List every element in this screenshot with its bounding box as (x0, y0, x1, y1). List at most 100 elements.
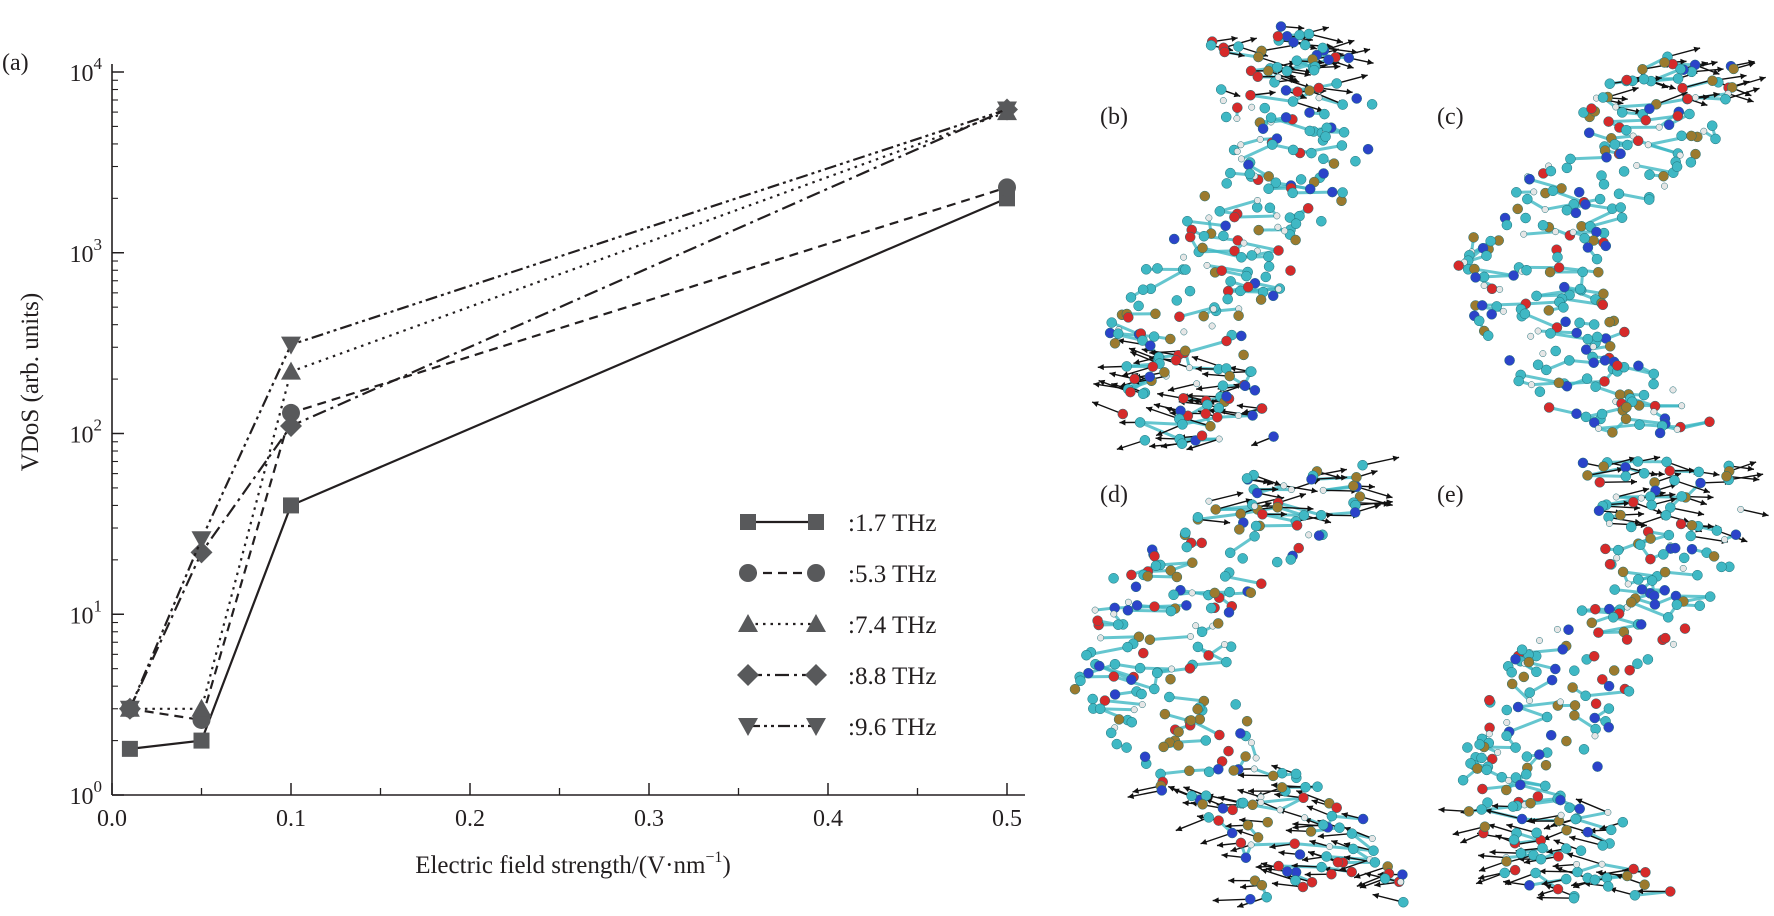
atom (1148, 362, 1158, 372)
atom (1619, 327, 1629, 337)
atom (1717, 562, 1727, 572)
atom (1232, 103, 1242, 113)
atom (1554, 263, 1564, 273)
atom (1178, 393, 1188, 403)
atom (1198, 799, 1208, 809)
atom (1159, 367, 1169, 377)
atom (1707, 121, 1717, 131)
atom (1213, 764, 1223, 774)
atom (1626, 522, 1636, 532)
atom (1358, 460, 1368, 470)
atom (1240, 381, 1250, 391)
atom (1502, 856, 1512, 866)
atom (1295, 850, 1305, 860)
atom (1180, 254, 1186, 260)
atom (1603, 881, 1613, 891)
atom (1122, 361, 1132, 371)
atom (1553, 252, 1563, 262)
atom (1182, 216, 1192, 226)
atom (1622, 402, 1632, 412)
data-point (192, 531, 212, 549)
atom (1197, 538, 1207, 548)
atom (1229, 212, 1239, 222)
atom (1616, 510, 1626, 520)
arrow-head (1133, 359, 1140, 365)
atom (1687, 520, 1697, 530)
atom (1606, 825, 1616, 835)
atom (1546, 328, 1556, 338)
atom (1397, 879, 1403, 885)
atom (1122, 743, 1132, 753)
atom (1581, 200, 1591, 210)
atom (1679, 553, 1689, 563)
atom (1614, 189, 1624, 199)
atom (1701, 128, 1707, 134)
atom (1633, 136, 1643, 146)
atom (1593, 267, 1603, 277)
atom (1680, 624, 1690, 634)
atom (1572, 328, 1582, 338)
arrow-head (1717, 67, 1723, 73)
bond (1101, 637, 1139, 638)
atom (1113, 620, 1123, 630)
atom (1639, 468, 1649, 478)
atom (1454, 261, 1464, 271)
atom (1722, 471, 1732, 481)
atom (1532, 828, 1542, 838)
atom (1534, 750, 1544, 760)
atom (1070, 684, 1080, 694)
atom (1205, 421, 1215, 431)
atom (1348, 844, 1358, 854)
atom (1363, 144, 1373, 154)
atom (1686, 131, 1696, 141)
atom (1201, 409, 1211, 419)
molecule-panel-c (1454, 47, 1766, 438)
atom (1538, 220, 1548, 230)
atom (1660, 58, 1670, 68)
arrow-head (1740, 73, 1746, 79)
atom (1502, 705, 1512, 715)
atom (1477, 753, 1487, 763)
atom (1661, 183, 1667, 189)
atom (1138, 648, 1148, 658)
y-axis-title: VDoS (arb. units) (17, 293, 44, 471)
atom (1131, 707, 1137, 713)
atom (1521, 231, 1527, 237)
atom (1670, 641, 1676, 647)
legend-marker-left (739, 564, 757, 582)
atom (1138, 389, 1148, 399)
atom (1731, 530, 1741, 540)
atom (1221, 641, 1227, 647)
atom (1110, 659, 1120, 669)
x-axis-title-main: Electric field strength/(V·nm (415, 852, 706, 879)
atom (1249, 104, 1255, 110)
atom (1576, 846, 1586, 856)
atom (1625, 581, 1631, 587)
atom (1605, 317, 1615, 327)
atom (1594, 506, 1604, 516)
atom (1536, 854, 1546, 864)
atom (1613, 494, 1619, 500)
atom (1640, 880, 1650, 890)
atom (1521, 213, 1531, 223)
legend-marker-left (738, 614, 758, 632)
atom (1696, 478, 1706, 488)
arrow-head (1286, 828, 1292, 834)
atom (1347, 867, 1357, 877)
atom (1587, 104, 1597, 114)
atom (1307, 877, 1317, 887)
atom (1211, 505, 1221, 515)
atom (1097, 635, 1103, 641)
atom (1135, 663, 1145, 673)
arrow-head (1271, 765, 1278, 771)
atom (1204, 767, 1214, 777)
atom (1241, 853, 1251, 863)
atom (1126, 570, 1136, 580)
arrow-head (1703, 488, 1710, 494)
atom (1462, 743, 1472, 753)
atom (1241, 240, 1247, 246)
atom (1193, 512, 1203, 522)
atom (1197, 431, 1207, 441)
atom (1185, 286, 1195, 296)
